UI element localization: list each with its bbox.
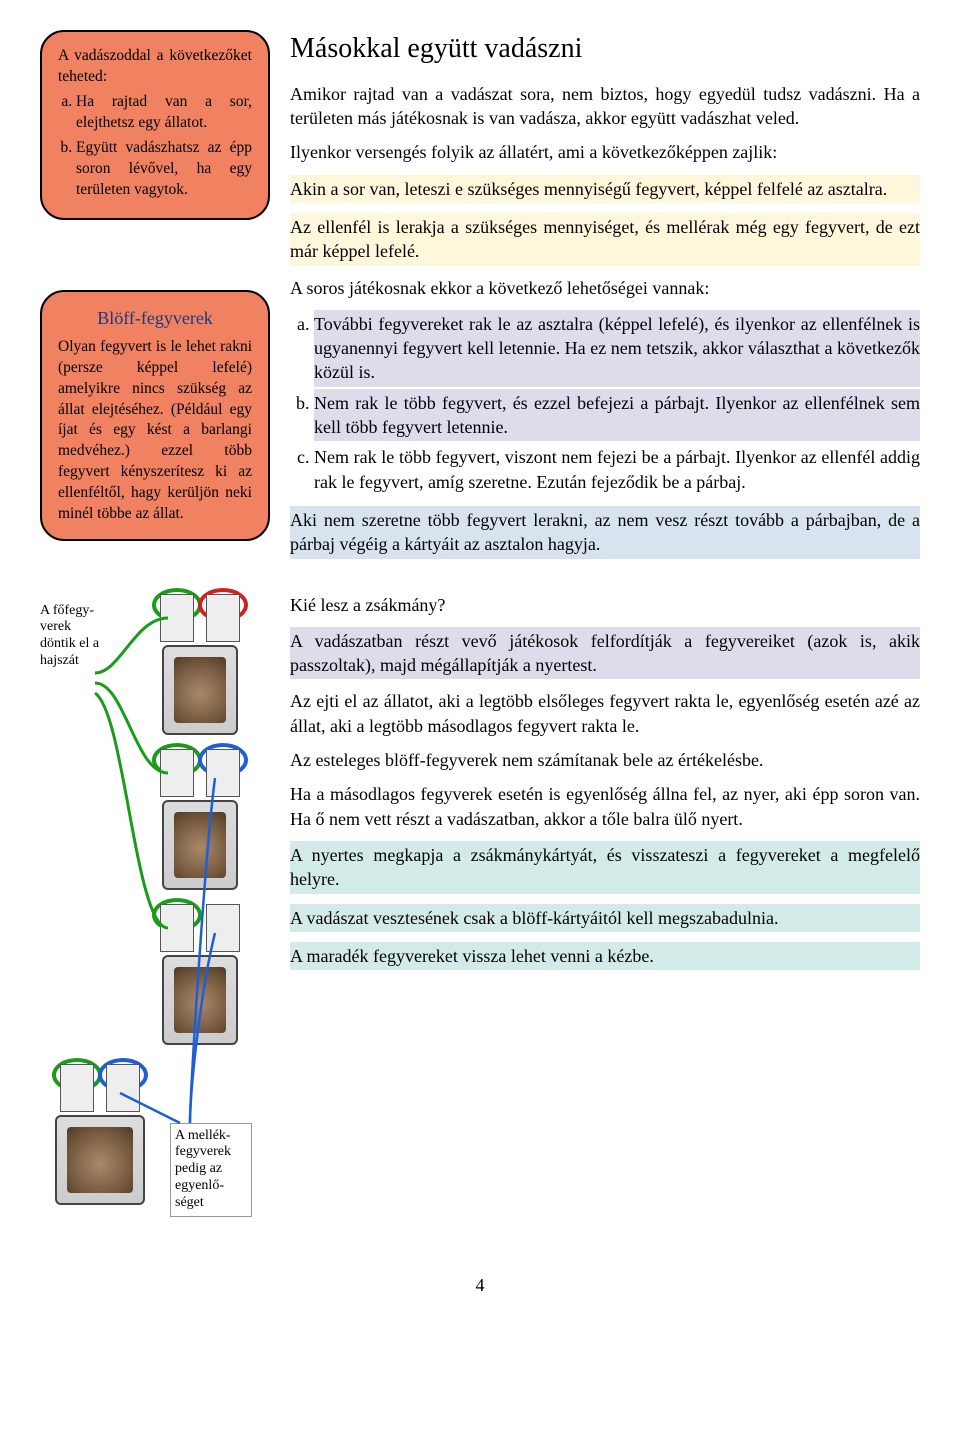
outcome-loser: A vadászat vesztesének csak a blöff-kárt… xyxy=(290,904,920,932)
animal-card-icon xyxy=(162,800,238,890)
winner-rule-3: Ha a másodlagos fegyverek esetén is egye… xyxy=(290,782,920,831)
diagram-caption-top: A főfegy- verek döntik el a hajszát xyxy=(40,603,110,670)
callout2-title: Blöff-fegyverek xyxy=(58,306,252,330)
callout1-item-b: Együtt vadászhatsz az épp soron lévővel,… xyxy=(76,138,252,201)
callout1-item-a: Ha rajtad van a sor, elejthetsz egy álla… xyxy=(76,92,252,134)
callout-hunter-actions: A vadászoddal a következőket teheted: Ha… xyxy=(40,30,270,220)
callout1-intro: A vadászoddal a következőket teheted: xyxy=(58,46,252,88)
weapon-card-icon xyxy=(156,592,198,618)
question-prey: Kié lesz a zsákmány? xyxy=(290,593,920,617)
outcome-winner: A nyertes megkapja a zsákmánykártyát, és… xyxy=(290,841,920,894)
weapon-card-icon xyxy=(102,1062,144,1088)
weapon-card-icon xyxy=(56,1062,98,1088)
callout2-body: Olyan fegyvert is le lehet rakni (persze… xyxy=(58,337,252,525)
diagram-caption-bottom: A mellék- fegyverek pedig az egyenlő- sé… xyxy=(170,1123,252,1217)
outcome-remaining: A maradék fegyvereket vissza lehet venni… xyxy=(290,942,920,970)
weapon-card-icon xyxy=(202,747,244,773)
option-a: További fegyvereket rak le az asztalra (… xyxy=(314,310,920,387)
animal-card-icon xyxy=(162,955,238,1045)
winner-rule-2: Az esteleges blöff-fegyverek nem számíta… xyxy=(290,748,920,772)
weapon-card-icon xyxy=(202,902,244,928)
reveal-step: A vadászatban részt vevő játékosok felfo… xyxy=(290,627,920,680)
animal-card-icon xyxy=(162,645,238,735)
options-lead: A soros játékosnak ekkor a következő leh… xyxy=(290,276,920,300)
step-yellow-1: Akin a sor van, leteszi e szükséges menn… xyxy=(290,175,920,203)
options-list: További fegyvereket rak le az asztalra (… xyxy=(290,310,920,496)
option-b: Nem rak le több fegyvert, és ezzel befej… xyxy=(314,389,920,442)
step-yellow-2: Az ellenfél is lerakja a szükséges menny… xyxy=(290,213,920,266)
winner-rule-1: Az ejti el az állatot, aki a legtöbb els… xyxy=(290,689,920,738)
intro-p1: Amikor rajtad van a vadászat sora, nem b… xyxy=(290,82,920,131)
note-blue: Aki nem szeretne több fegyvert lerakni, … xyxy=(290,506,920,559)
weapon-card-icon xyxy=(156,747,198,773)
weapon-card-icon xyxy=(156,902,198,928)
intro-p2: Ilyenkor versengés folyik az állatért, a… xyxy=(290,140,920,164)
animal-card-icon xyxy=(55,1115,145,1205)
weapon-card-icon xyxy=(202,592,244,618)
callout-bluff-weapons: Blöff-fegyverek Olyan fegyvert is le leh… xyxy=(40,290,270,541)
section-title: Másokkal együtt vadászni xyxy=(290,30,920,68)
option-c: Nem rak le több fegyvert, viszont nem fe… xyxy=(314,443,920,496)
page-number: 4 xyxy=(40,1273,920,1297)
weapon-diagram: A főfegy- verek döntik el a hajszát xyxy=(40,593,270,1233)
